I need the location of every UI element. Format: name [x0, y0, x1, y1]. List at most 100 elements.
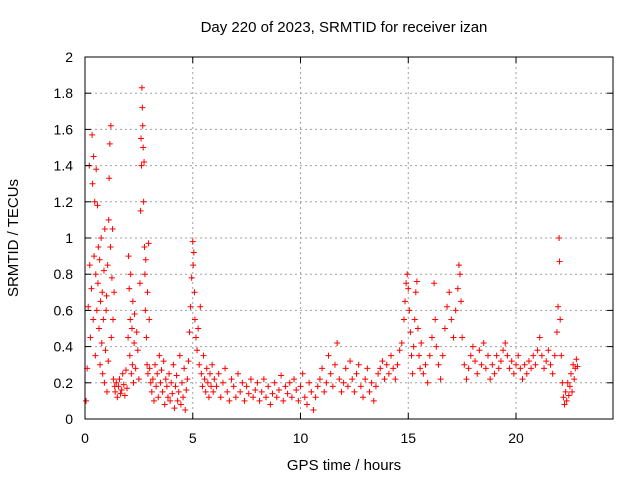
data-point: [413, 278, 420, 285]
data-point: [360, 394, 367, 401]
data-point: [230, 383, 237, 390]
data-point: [112, 388, 119, 395]
data-point: [133, 329, 140, 336]
data-point: [329, 383, 336, 390]
data-point: [101, 379, 108, 386]
data-point: [467, 352, 474, 359]
data-point: [282, 383, 289, 390]
data-point: [147, 379, 154, 386]
data-point: [144, 370, 151, 377]
data-point: [519, 376, 526, 383]
data-point: [349, 376, 356, 383]
data-point: [556, 235, 563, 241]
data-point: [500, 347, 507, 354]
data-point: [157, 379, 164, 386]
data-point: [344, 383, 351, 390]
data-point: [138, 84, 145, 91]
data-point: [204, 379, 211, 386]
data-point: [314, 383, 321, 390]
data-point: [284, 390, 291, 397]
data-point: [170, 361, 177, 368]
data-point: [109, 225, 116, 232]
data-point: [161, 401, 168, 408]
data-point: [150, 397, 157, 404]
data-point: [129, 298, 136, 305]
data-point: [412, 289, 419, 296]
data-point: [381, 376, 388, 383]
data-point: [232, 394, 239, 401]
data-point: [409, 370, 416, 377]
y-tick-label: 0.2: [54, 375, 74, 391]
data-point: [265, 383, 272, 390]
data-point: [446, 289, 453, 296]
data-point: [103, 307, 110, 314]
data-point: [426, 352, 433, 359]
data-point: [166, 370, 173, 377]
data-point: [210, 388, 217, 395]
data-point: [190, 249, 197, 256]
data-point: [148, 388, 155, 395]
x-tick-label: 5: [189, 430, 197, 446]
data-point: [241, 397, 248, 404]
data-point: [183, 387, 190, 394]
data-point: [504, 352, 511, 359]
data-point: [406, 307, 413, 314]
data-point: [416, 352, 423, 359]
data-point: [301, 394, 308, 401]
data-point: [569, 388, 576, 395]
data-point: [188, 274, 195, 281]
data-point: [435, 361, 442, 368]
y-tick-label: 0.4: [54, 339, 74, 355]
data-point: [299, 370, 306, 377]
data-point: [201, 376, 208, 383]
data-point: [487, 376, 494, 383]
data-point: [497, 358, 504, 365]
data-point: [295, 397, 302, 404]
data-point: [120, 381, 127, 388]
data-point: [91, 198, 98, 205]
data-point: [353, 370, 360, 377]
data-point: [570, 361, 577, 368]
data-point: [385, 370, 392, 377]
data-point: [186, 329, 193, 336]
data-point: [336, 376, 343, 383]
data-point: [476, 347, 483, 354]
data-point: [100, 316, 107, 323]
data-point: [557, 316, 564, 323]
data-point: [194, 347, 201, 354]
data-point: [396, 347, 403, 354]
data-point: [458, 298, 465, 305]
data-point: [144, 289, 151, 296]
data-point: [132, 365, 139, 372]
y-tick-label: 1.4: [54, 158, 74, 174]
data-point: [222, 365, 229, 372]
data-point: [139, 122, 146, 129]
data-point: [191, 289, 198, 296]
data-point: [98, 339, 105, 346]
data-point: [153, 383, 160, 390]
chart-title: Day 220 of 2023, SRMTID for receiver iza…: [201, 19, 488, 36]
data-point: [96, 325, 103, 332]
data-point: [312, 394, 319, 401]
data-point: [122, 367, 129, 374]
data-point: [103, 388, 110, 395]
data-point: [334, 339, 341, 346]
data-point: [125, 253, 132, 260]
data-point: [209, 361, 216, 368]
data-point: [134, 347, 141, 354]
data-point: [219, 379, 226, 386]
data-point: [306, 379, 313, 386]
data-point: [205, 394, 212, 401]
data-point: [159, 388, 166, 395]
data-point: [549, 370, 556, 377]
data-point: [267, 401, 274, 408]
data-point: [407, 329, 414, 336]
data-point: [379, 358, 386, 365]
data-point: [155, 394, 162, 401]
data-point: [103, 292, 110, 299]
data-point: [561, 401, 568, 408]
data-point: [138, 162, 145, 169]
data-point: [138, 135, 145, 142]
data-point: [208, 383, 215, 390]
